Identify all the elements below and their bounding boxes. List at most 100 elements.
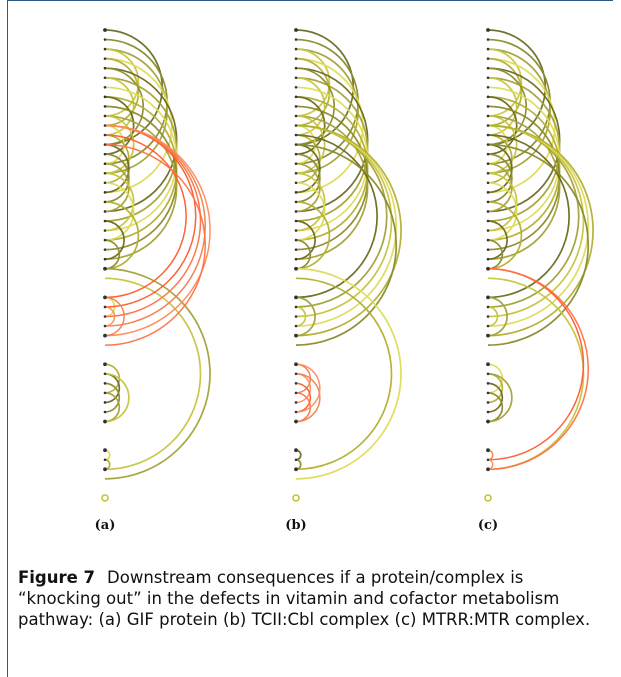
node: [294, 305, 298, 309]
node: [486, 181, 490, 185]
arc: [487, 296, 508, 337]
affected-arc: [104, 143, 207, 346]
affected-arc: [104, 134, 187, 299]
node: [486, 133, 490, 137]
arc: [104, 115, 178, 261]
arc: [104, 96, 135, 155]
node: [103, 333, 107, 338]
node: [103, 47, 107, 51]
node: [486, 28, 490, 32]
affected-arc: [487, 268, 590, 471]
arc: [104, 153, 130, 203]
arc: [487, 48, 523, 117]
arc: [295, 306, 307, 327]
arc: [295, 48, 359, 175]
arc: [487, 143, 590, 346]
node: [103, 171, 107, 175]
affected-arc: [295, 392, 311, 423]
node: [294, 467, 298, 472]
affected-arc: [295, 363, 321, 413]
node: [103, 95, 107, 99]
node: [294, 315, 298, 318]
node: [486, 467, 490, 472]
arc: [487, 57, 556, 194]
arc: [487, 143, 513, 194]
arc: [104, 277, 202, 471]
arc: [104, 372, 130, 423]
arc: [295, 277, 393, 471]
affected-arc: [104, 124, 211, 337]
node: [294, 382, 298, 385]
node: [486, 152, 490, 156]
figure-frame: [7, 0, 613, 677]
arc: [487, 124, 594, 337]
node: [103, 391, 107, 395]
node: [294, 238, 298, 242]
arc: [487, 172, 518, 232]
arc: [487, 96, 518, 155]
arc: [295, 239, 312, 270]
node: [486, 76, 490, 80]
node: [103, 362, 107, 367]
node: [103, 295, 107, 300]
arc: [295, 134, 321, 184]
node: [294, 95, 298, 99]
node: [486, 171, 490, 175]
arc: [295, 201, 331, 270]
node: [486, 410, 490, 414]
node: [103, 467, 107, 472]
node: [103, 86, 107, 89]
arc-diagram: (a) (b) (c): [95, 28, 594, 533]
node: [294, 391, 298, 395]
node: [294, 401, 298, 404]
arc: [295, 143, 321, 194]
node: [103, 229, 107, 232]
arc: [104, 267, 211, 480]
arc: [295, 48, 331, 117]
node: [103, 105, 107, 108]
node: [103, 57, 107, 60]
arc: [295, 124, 402, 337]
arc: [104, 181, 135, 241]
node: [294, 200, 298, 204]
node: [103, 305, 107, 309]
node: [103, 382, 107, 385]
node: [103, 410, 107, 414]
node: [103, 28, 107, 32]
arc: [295, 115, 369, 261]
arc: [295, 143, 398, 346]
node: [486, 401, 490, 404]
node: [294, 210, 298, 213]
arc: [295, 153, 321, 203]
node: [294, 324, 298, 328]
node: [294, 248, 298, 251]
arc: [104, 76, 135, 136]
node: [103, 448, 107, 453]
node: [294, 362, 298, 367]
node: [486, 391, 490, 395]
node: [103, 238, 107, 242]
panel-c: (c): [478, 28, 594, 533]
node: [103, 66, 107, 70]
node: [294, 124, 298, 127]
node: [103, 210, 107, 213]
node: [486, 333, 490, 338]
node: [294, 295, 298, 300]
panel-label: (c): [478, 518, 498, 533]
node: [103, 257, 107, 261]
panel-label: (a): [95, 518, 116, 533]
node: [294, 162, 298, 165]
node: [294, 219, 298, 223]
arc: [295, 162, 321, 213]
node: [294, 333, 298, 338]
node: [294, 257, 298, 261]
node: [103, 200, 107, 204]
arc: [295, 220, 316, 261]
node: [103, 38, 107, 41]
node: [486, 315, 490, 318]
node: [294, 191, 298, 194]
node: [294, 38, 298, 41]
arc: [104, 162, 130, 213]
node: [103, 266, 107, 271]
node: [486, 266, 490, 271]
